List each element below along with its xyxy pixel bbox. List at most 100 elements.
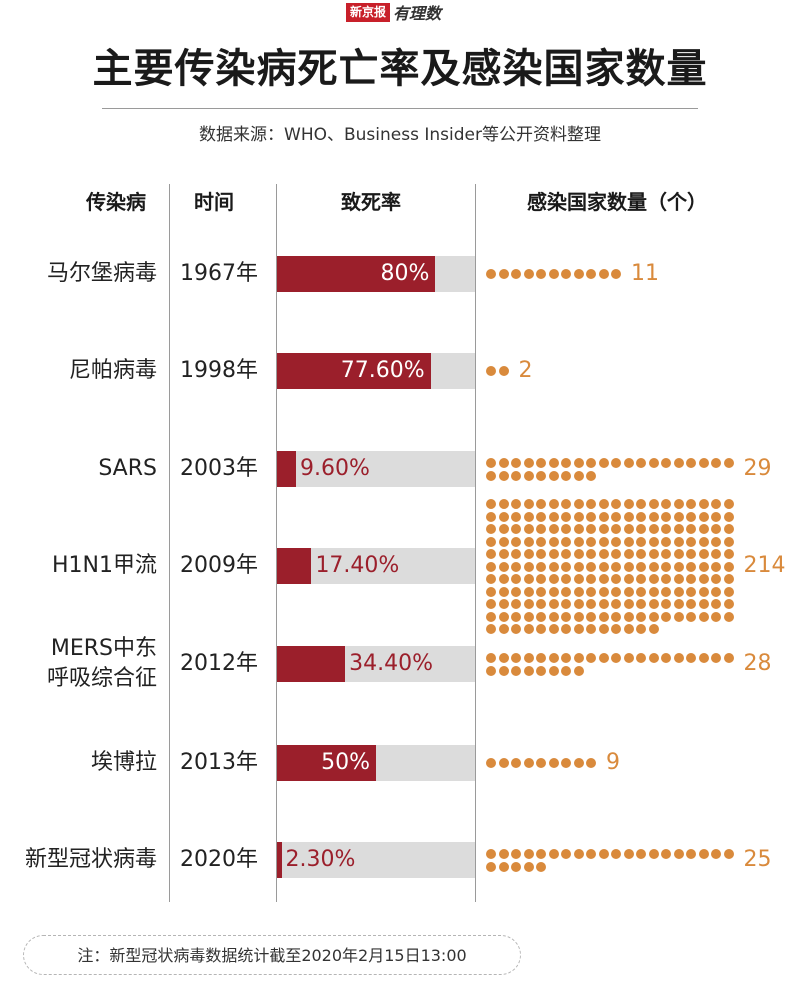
country-dot [548,849,559,859]
country-dot [673,511,684,522]
country-dot [536,611,546,622]
country-dot [698,574,709,584]
country-dot [511,599,521,609]
country-dot [511,458,521,468]
country-dot [611,536,621,547]
country-dot [661,574,671,584]
country-dot [548,561,559,572]
country-dot [636,524,646,534]
fatality-bar [277,842,282,878]
country-dot [673,549,684,559]
country-dot [623,511,634,522]
country-dot [548,499,559,509]
country-dot [486,611,496,622]
country-dot [511,574,521,584]
country-dot [498,653,509,663]
country-dot [523,611,534,622]
country-dot [486,499,496,509]
country-dot [686,524,696,534]
country-dot [648,549,659,559]
fatality-label: 50% [321,750,370,775]
country-dot [561,499,571,509]
country-dot [686,849,696,859]
fatality-label: 80% [380,261,430,286]
country-dot [586,624,596,634]
country-dot [598,611,609,622]
country-dot [523,861,534,872]
country-dot [486,511,496,522]
country-dot [498,511,509,522]
country-dot [686,574,696,584]
country-dot [636,599,646,609]
country-dot [648,499,659,509]
country-dot [698,599,709,609]
disease-name: 尼帕病毒 [69,356,157,386]
country-dot [561,458,571,468]
fatality-bar [277,256,436,292]
country-dot [598,653,609,663]
country-dot [598,458,609,468]
country-dot [711,536,721,547]
country-dot [648,536,659,547]
country-dot [636,849,646,859]
country-dot [573,758,584,768]
year-label: 2012年 [180,651,258,676]
country-dot [661,524,671,534]
country-dot [536,861,546,872]
brand-logo: 新京报 有理数 [346,2,441,23]
disease-name-line: SARS [98,456,157,481]
country-dot [561,665,571,676]
country-dot [586,849,596,859]
country-dot [686,511,696,522]
country-dot [511,470,521,481]
country-dot [573,574,584,584]
country-dot [561,269,571,279]
country-dot [536,574,546,584]
country-dot [598,511,609,522]
country-dot [511,586,521,597]
country-count: 214 [743,553,786,578]
fatality-bar [277,353,431,389]
country-dot [673,524,684,534]
country-dot [586,499,596,509]
country-dot [661,653,671,663]
country-dot [523,599,534,609]
brand-box: 新京报 [346,2,391,22]
country-dot [498,269,509,279]
country-dot [611,524,621,534]
fatality-bar-track: 2.30% [277,842,475,878]
country-dot [523,561,534,572]
country-dot [598,269,609,279]
fatality-bar [277,646,346,682]
country-dot [523,574,534,584]
column-divider-3 [475,184,476,902]
country-dot [498,366,509,376]
country-dot [486,524,496,534]
year-label: 2020年 [180,847,258,872]
country-dot [498,758,509,768]
country-dot [486,366,496,376]
country-dot [486,561,496,572]
country-dot [598,549,609,559]
disease-name: 埃博拉 [91,748,157,778]
country-dot [698,458,709,468]
disease-name: 新型冠状病毒 [25,845,157,875]
country-dot [548,549,559,559]
country-dot [698,536,709,547]
country-dot [611,574,621,584]
country-dot [586,470,596,481]
country-dot [686,458,696,468]
country-count: 2 [518,358,533,383]
country-dot [548,599,559,609]
country-dot [561,849,571,859]
country-dot [486,586,496,597]
country-dot [536,586,546,597]
country-dot [573,499,584,509]
country-dot [561,511,571,522]
country-dot [661,511,671,522]
country-dot [573,849,584,859]
country-dot [673,611,684,622]
country-dot [623,599,634,609]
country-dot [673,458,684,468]
country-dot [636,549,646,559]
